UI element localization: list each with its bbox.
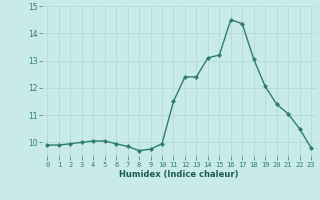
X-axis label: Humidex (Indice chaleur): Humidex (Indice chaleur) (119, 170, 239, 179)
